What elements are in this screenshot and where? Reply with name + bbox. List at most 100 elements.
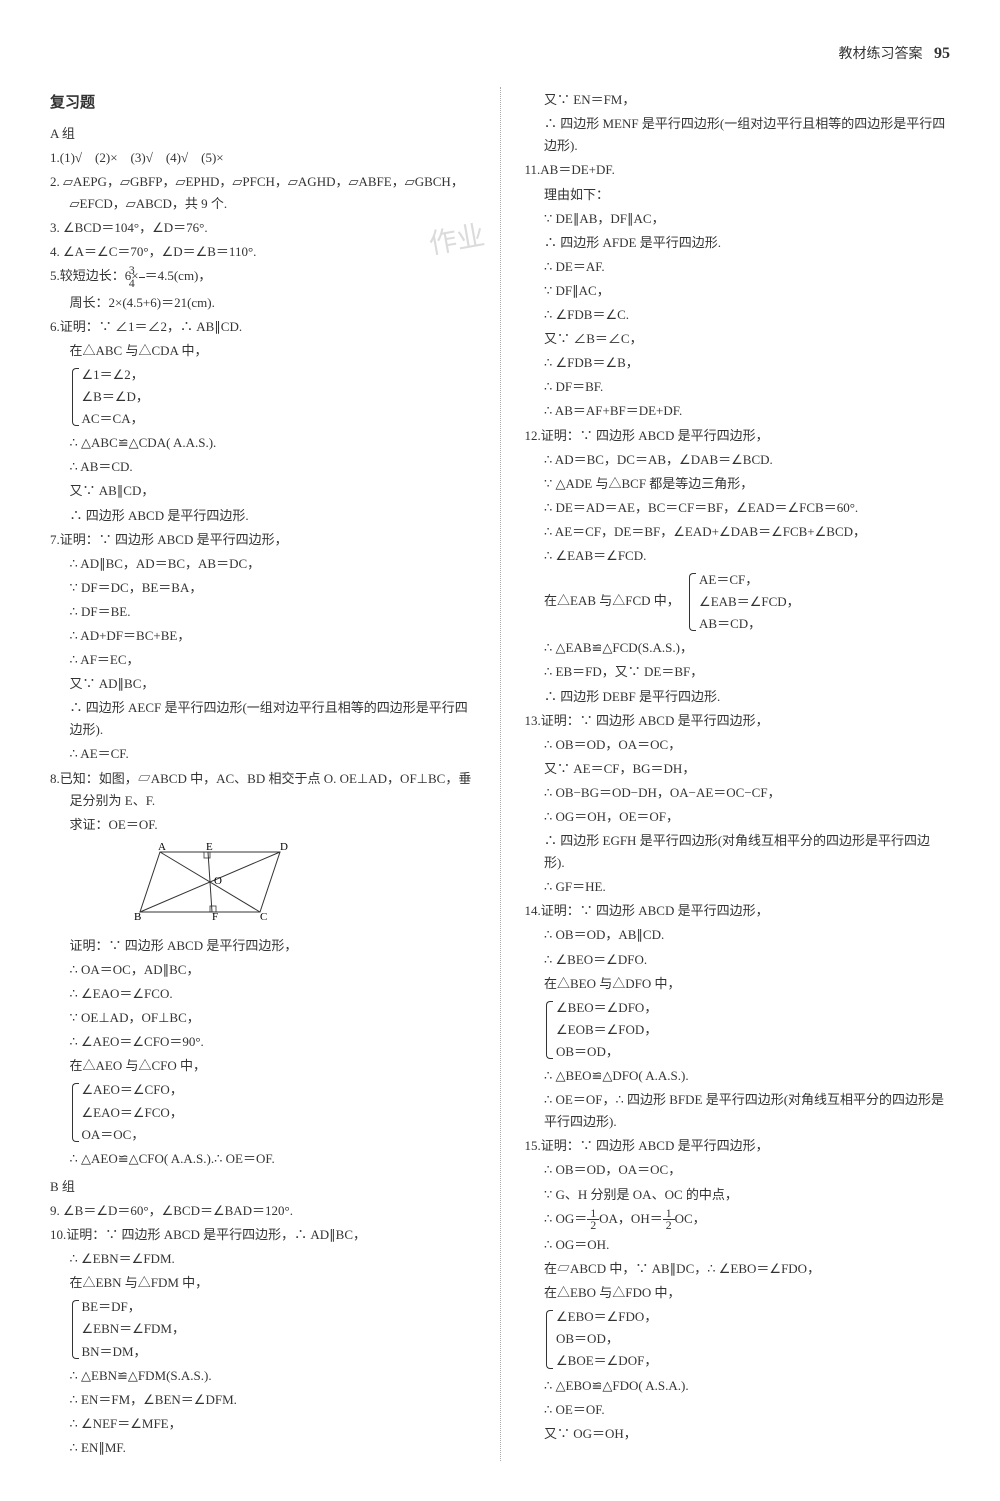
fraction-1-2b: 12 <box>663 1208 675 1232</box>
p14-d: 在△BEO 与△DFO 中， <box>544 973 950 995</box>
p12-brace: AE＝CF， ∠EAB＝∠FCD， AB＝CD， <box>687 569 800 635</box>
problem-2: 2. ▱AEPG，▱GBFP，▱EPHD，▱PFCH，▱AGHD，▱ABFE，▱… <box>50 171 476 215</box>
fraction-1-2a: 12 <box>587 1208 599 1232</box>
p6-e: ∴ AB＝CD. <box>70 456 476 478</box>
p15-g: 在△EBO 与△FDO 中， <box>544 1282 950 1304</box>
group-a-label: A 组 <box>50 123 476 145</box>
p15-j: 又∵ OG＝OH， <box>544 1423 950 1445</box>
problem-15: 15.证明：∵ 四边形 ABCD 是平行四边形， <box>525 1135 951 1157</box>
p14-d2: ∠EOB＝∠FOD， <box>556 1019 950 1041</box>
p13-c: 又∵ AE＝CF，BG＝DH， <box>544 758 950 780</box>
problem-6: 6.证明：∵ ∠1＝∠2，∴ AB∥CD. <box>50 316 476 338</box>
p15-f: 在▱ABCD 中，∵ AB∥DC，∴ ∠EBO＝∠FDO， <box>544 1258 950 1280</box>
p15-d: ∴ OG＝12OA，OH＝12OC， <box>544 1208 950 1232</box>
p7-b: ∴ AD∥BC，AD＝BC，AB＝DC， <box>70 553 476 575</box>
p11-f: ∵ DF∥AC， <box>544 280 950 302</box>
p12-d: ∴ DE＝AD＝AE，BC＝CF＝BF，∠EAD＝∠FCB＝60°. <box>544 497 950 519</box>
p13-b: ∴ OB＝OD，OA＝OC， <box>544 734 950 756</box>
p8-j: ∴ △AEO≌△CFO( A.A.S.).∴ OE＝OF. <box>70 1148 476 1170</box>
p8-i3: OA＝OC， <box>82 1124 476 1146</box>
p11-e: ∴ DE＝AF. <box>544 256 950 278</box>
problem-3: 3. ∠BCD＝104°，∠D＝76°. <box>50 217 476 239</box>
p14-f: ∴ OE＝OF，∴ 四边形 BFDE 是平行四边形(对角线互相平分的四边形是平行… <box>544 1089 950 1133</box>
p8-f: ∵ OE⊥AD，OF⊥BC， <box>70 1007 476 1029</box>
problem-10: 10.证明：∵ 四边形 ABCD 是平行四边形，∴ AD∥BC， <box>50 1224 476 1246</box>
p8-h: 在△AEO 与△CFO 中， <box>70 1055 476 1077</box>
p10-d1: BE＝DF， <box>82 1296 476 1318</box>
problem-5: 5.较短边长：6×34＝4.5(cm)， <box>50 265 476 289</box>
p8-brace: ∠AEO＝∠CFO， ∠EAO＝∠FCO， OA＝OC， <box>70 1079 476 1145</box>
r1: 又∵ EN＝FM， <box>544 89 950 111</box>
fig-label-C: C <box>260 911 267 922</box>
p8-e: ∴ ∠EAO＝∠FCO. <box>70 983 476 1005</box>
fig-label-A: A <box>158 842 166 853</box>
problem-7: 7.证明：∵ 四边形 ABCD 是平行四边形， <box>50 529 476 551</box>
p8-i2: ∠EAO＝∠FCO， <box>82 1102 476 1124</box>
problem-9: 9. ∠B＝∠D＝60°，∠BCD＝∠BAD＝120°. <box>50 1200 476 1222</box>
p5-text-b: ＝4.5(cm)， <box>145 268 212 283</box>
problem-14: 14.证明：∵ 四边形 ABCD 是平行四边形， <box>525 900 951 922</box>
p14-b: ∴ OB＝OD，AB∥CD. <box>544 924 950 946</box>
p11-i: ∴ ∠FDB＝∠B， <box>544 352 950 374</box>
p14-d3: OB＝OD， <box>556 1041 950 1063</box>
p11-b: 理由如下： <box>544 184 950 206</box>
right-column: 又∵ EN＝FM， ∴ 四边形 MENF 是平行四边形(一组对边平行且相等的四边… <box>525 87 951 1461</box>
p7-c: ∵ DF＝DC，BE＝BA， <box>70 577 476 599</box>
p14-e: ∴ △BEO≌△DFO( A.A.S.). <box>544 1065 950 1087</box>
p8-d: ∴ OA＝OC，AD∥BC， <box>70 959 476 981</box>
left-column: 作业 复习题 A 组 1.(1)√ (2)× (3)√ (4)√ (5)× 2.… <box>50 87 476 1461</box>
problem-12: 12.证明：∵ 四边形 ABCD 是平行四边形， <box>525 425 951 447</box>
fig-label-F: F <box>212 911 218 922</box>
fig-label-O: O <box>214 875 222 887</box>
p10-f: ∴ EN＝FM，∠BEN＝∠DFM. <box>70 1389 476 1411</box>
p12-j: ∴ 四边形 DEBF 是平行四边形. <box>544 686 950 708</box>
p12-e: ∴ AE＝CF，DE＝BF，∠EAD+∠DAB＝∠FCB+∠BCD， <box>544 521 950 543</box>
p14-brace: ∠BEO＝∠DFO， ∠EOB＝∠FOD， OB＝OD， <box>544 997 950 1063</box>
p10-b: ∴ ∠EBN＝∠FDM. <box>70 1248 476 1270</box>
p6-c1: ∠1＝∠2， <box>82 364 476 386</box>
r2: ∴ 四边形 MENF 是平行四边形(一组对边平行且相等的四边形是平行四边形). <box>544 113 950 157</box>
p12-h: ∴ △EAB≌△FCD(S.A.S.)， <box>544 637 950 659</box>
p6-brace: ∠1＝∠2， ∠B＝∠D， AC＝CA， <box>70 364 476 430</box>
p7-h: ∴ 四边形 AECF 是平行四边形(一组对边平行且相等的四边形是平行四边形). <box>70 697 476 741</box>
p15-brace: ∠EBO＝∠FDO， OB＝OD， ∠BOE＝∠DOF， <box>544 1306 950 1372</box>
p11-g: ∴ ∠FDB＝∠C. <box>544 304 950 326</box>
p13-e: ∴ OG＝OH，OE＝OF， <box>544 806 950 828</box>
p10-h: ∴ EN∥MF. <box>70 1437 476 1459</box>
p10-d2: ∠EBN＝∠FDM， <box>82 1318 476 1340</box>
fig-label-B: B <box>134 911 141 922</box>
p15-g1: ∠EBO＝∠FDO， <box>556 1306 950 1328</box>
p15-c: ∵ G、H 分别是 OA、OC 的中点， <box>544 1184 950 1206</box>
p11-h: 又∵ ∠B＝∠C， <box>544 328 950 350</box>
p6-d: ∴ △ABC≌△CDA( A.A.S.). <box>70 432 476 454</box>
p15-i: ∴ OE＝OF. <box>544 1399 950 1421</box>
p12-b: ∴ AD＝BC，DC＝AB，∠DAB＝∠BCD. <box>544 449 950 471</box>
p15-g3: ∠BOE＝∠DOF， <box>556 1350 950 1372</box>
p8-b: 求证：OE＝OF. <box>70 814 476 836</box>
p6-c3: AC＝CA， <box>82 408 476 430</box>
p6-c2: ∠B＝∠D， <box>82 386 476 408</box>
p10-g: ∴ ∠NEF＝∠MFE， <box>70 1413 476 1435</box>
p11-c: ∵ DE∥AB，DF∥AC， <box>544 208 950 230</box>
p11-d: ∴ 四边形 AFDE 是平行四边形. <box>544 232 950 254</box>
header-title: 教材练习答案 <box>839 47 923 62</box>
fig-label-D: D <box>280 842 288 853</box>
p12-i: ∴ EB＝FD，又∵ DE＝BF， <box>544 661 950 683</box>
p13-d: ∴ OB−BG＝OD−DH，OA−AE＝OC−CF， <box>544 782 950 804</box>
p6-line-b: 在△ABC 与△CDA 中， <box>70 340 476 362</box>
p12-c: ∵ △ADE 与△BCF 都是等边三角形， <box>544 473 950 495</box>
p7-d: ∴ DF＝BE. <box>70 601 476 623</box>
p8-c: 证明：∵ 四边形 ABCD 是平行四边形， <box>70 935 476 957</box>
p7-f: ∴ AF＝EC， <box>70 649 476 671</box>
p13-g: ∴ GF＝HE. <box>544 876 950 898</box>
problem-11: 11.AB＝DE+DF. <box>525 159 951 181</box>
p10-c: 在△EBN 与△FDM 中， <box>70 1272 476 1294</box>
p14-c: ∴ ∠BEO＝∠DFO. <box>544 949 950 971</box>
p7-e: ∴ AD+DF＝BC+BE， <box>70 625 476 647</box>
p6-g: ∴ 四边形 ABCD 是平行四边形. <box>70 505 476 527</box>
p5-line2: 周长：2×(4.5+6)＝21(cm). <box>70 292 476 314</box>
p15-e: ∴ OG＝OH. <box>544 1234 950 1256</box>
page-number: 95 <box>934 45 950 62</box>
p12-f: ∴ ∠EAB＝∠FCD. <box>544 545 950 567</box>
p10-d3: BN＝DM， <box>82 1341 476 1363</box>
